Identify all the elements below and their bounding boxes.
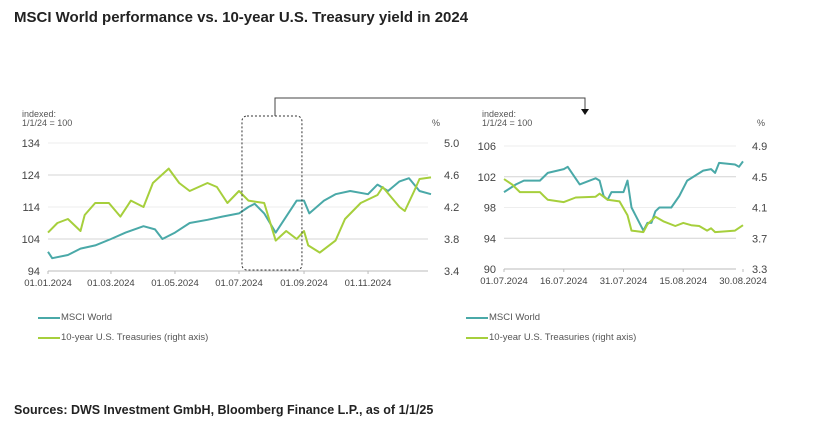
y2-tick-label: 3.7: [752, 233, 767, 245]
zoom-connector-arrow: [274, 97, 589, 116]
y-axis-label: indexed:: [482, 109, 516, 119]
y-tick-label: 90: [484, 264, 496, 276]
connector-line: [274, 97, 586, 116]
treasury-line: [503, 178, 744, 234]
y2-tick-label: 4.6: [444, 170, 459, 182]
legend-label-treasury: 10-year U.S. Treasuries (right axis): [61, 332, 209, 343]
y2-tick-label: 5.0: [444, 138, 459, 150]
chart-title: MSCI World performance vs. 10-year U.S. …: [14, 9, 469, 26]
y-tick-label: 106: [478, 141, 496, 153]
x-tick-label: 01.09.2024: [280, 278, 328, 289]
x-tick-label: 30.08.2024: [719, 276, 767, 287]
y2-tick-label: 4.1: [752, 203, 767, 215]
full-year-chart: 134 5.0 124 4.6 114 4.2 104 3.8 94 3.4 indexed:1/1…: [22, 109, 460, 289]
legend-msci-zoom: MSCI World: [466, 312, 540, 323]
y-tick-label: 94: [484, 233, 496, 245]
y2-tick-label: 4.2: [444, 202, 459, 214]
msci-line: [47, 177, 432, 260]
arrow-head-icon: [581, 109, 589, 115]
treasury-line: [47, 167, 432, 254]
y-axis-label: 1/1/24 = 100: [482, 118, 532, 128]
y-axis-label: 1/1/24 = 100: [22, 118, 72, 128]
x-tick-label: 01.01.2024: [24, 278, 72, 289]
y2-axis-label: %: [757, 118, 765, 128]
legend-label-msci: MSCI World: [61, 312, 113, 323]
x-tick-label: 15.08.2024: [659, 276, 707, 287]
legend-msci: MSCI World: [38, 312, 112, 323]
x-tick-label: 01.11.2024: [345, 278, 392, 289]
legend-swatch-treasury: [466, 336, 488, 339]
y-tick-label: 102: [478, 172, 496, 184]
y-tick-label: 114: [22, 202, 40, 214]
y-tick-label: 104: [22, 234, 40, 246]
legend-swatch-treasury: [38, 336, 60, 339]
y-tick-label: 94: [28, 266, 40, 278]
y-tick-label: 134: [22, 138, 40, 150]
x-tick-label: 01.07.2024: [480, 276, 528, 287]
y2-axis-label: %: [432, 118, 440, 128]
legend-label-msci: MSCI World: [489, 312, 541, 323]
highlight-box: [241, 115, 303, 271]
zoom-chart: 106 4.9 102 4.5 98 4.1 94 3.7 90 3.3 indexed:1/1/2…: [478, 109, 768, 287]
sources-note: Sources: DWS Investment GmbH, Bloomberg …: [14, 403, 434, 417]
legend-swatch-msci: [38, 316, 60, 319]
x-tick-label: 01.07.2024: [215, 278, 263, 289]
y-axis-label: indexed:: [22, 109, 56, 119]
x-tick-label: 01.05.2024: [151, 278, 199, 289]
msci-line: [503, 160, 744, 232]
y2-tick-label: 3.3: [752, 264, 767, 276]
y-tick-label: 98: [484, 203, 496, 215]
legend-swatch-msci: [466, 316, 488, 319]
legend-treasury: 10-year U.S. Treasuries (right axis): [38, 332, 208, 343]
x-tick-label: 01.03.2024: [87, 278, 135, 289]
y-tick-label: 124: [22, 170, 40, 182]
legend-treasury-zoom: 10-year U.S. Treasuries (right axis): [466, 332, 636, 343]
x-tick-label: 31.07.2024: [600, 276, 648, 287]
y2-tick-label: 4.9: [752, 141, 767, 153]
y2-tick-label: 3.4: [444, 266, 459, 278]
y2-tick-label: 4.5: [752, 172, 767, 184]
y2-tick-label: 3.8: [444, 234, 459, 246]
legend-label-treasury: 10-year U.S. Treasuries (right axis): [489, 332, 637, 343]
x-tick-label: 16.07.2024: [540, 276, 588, 287]
